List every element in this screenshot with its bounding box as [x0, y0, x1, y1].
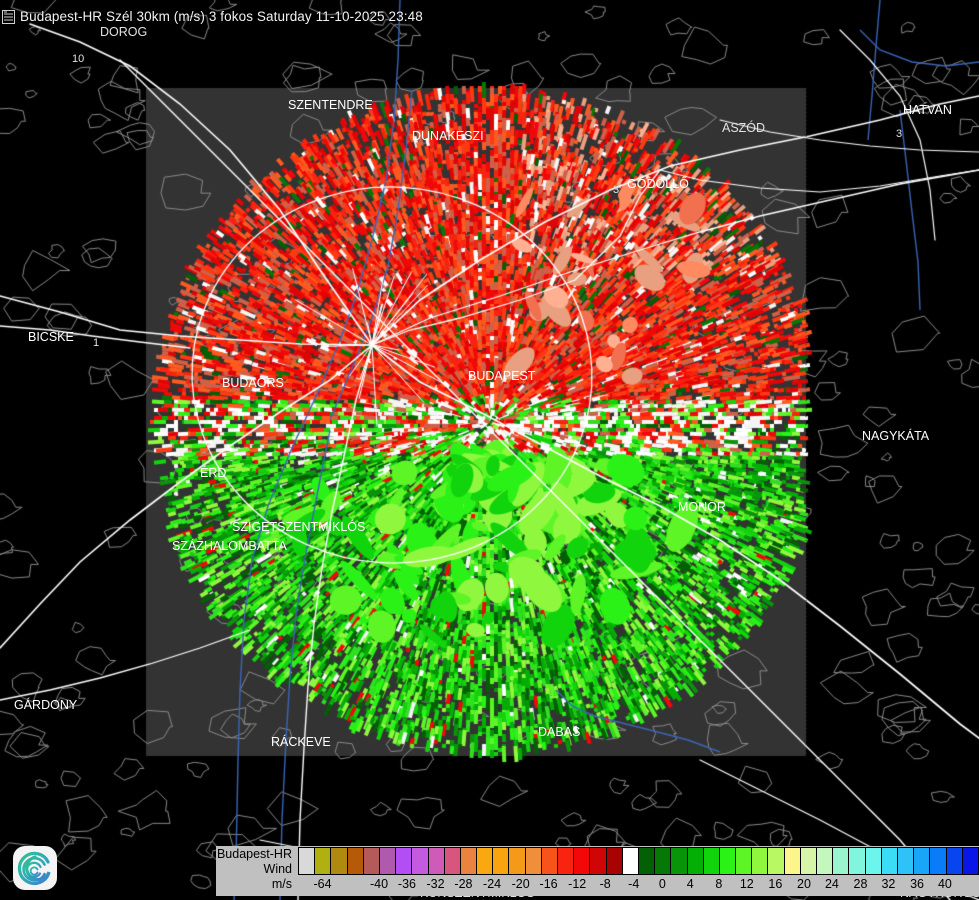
color-swatch-7	[412, 848, 429, 874]
color-swatch-23	[671, 848, 688, 874]
color-swatch-35	[865, 848, 882, 874]
legend-caption-line-1: Wind	[263, 862, 292, 876]
legend-scale: -64 -40 -36 -32 -28 -24 -20 -16 -12 -8 -4 0 4 8 12 16 20…	[298, 846, 979, 895]
color-bar-tick-12: 12	[739, 877, 754, 891]
color-swatch-26	[719, 848, 737, 874]
color-swatch-0	[299, 848, 316, 874]
color-swatch-27	[736, 848, 753, 874]
color-swatch-2	[331, 848, 348, 874]
cyclone-spiral-logo[interactable]	[10, 843, 60, 893]
color-bar-tick-20: 20	[797, 877, 811, 891]
color-swatch-41	[962, 848, 978, 874]
color-swatch-21	[638, 848, 656, 874]
color-swatch-34	[849, 848, 866, 874]
color-swatch-5	[379, 848, 397, 874]
color-swatch-32	[817, 848, 834, 874]
color-swatch-14	[525, 848, 542, 874]
color-swatch-29	[768, 848, 785, 874]
color-bar[interactable]	[298, 847, 979, 875]
color-swatch-13	[509, 848, 526, 874]
color-swatch-1	[315, 848, 332, 874]
color-swatch-39	[930, 848, 947, 874]
color-swatch-19	[606, 848, 623, 874]
legend-caption-line-2: m/s	[271, 877, 292, 891]
color-swatch-33	[833, 848, 850, 874]
color-swatch-16	[558, 848, 575, 874]
color-swatch-17	[574, 848, 591, 874]
color-swatch-8	[428, 848, 445, 874]
color-swatch-9	[444, 848, 461, 874]
color-bar-tick-neg12: -12	[568, 877, 587, 891]
color-bar-tick-neg64: -64	[313, 877, 332, 891]
color-swatch-4	[363, 848, 380, 874]
color-bar-tick-0: 0	[658, 877, 666, 891]
color-swatch-31	[800, 848, 817, 874]
color-bar-tick-16: 16	[768, 877, 783, 891]
color-swatch-10	[460, 848, 478, 874]
color-bar-tick-neg28: -28	[454, 877, 473, 891]
color-swatch-28	[752, 848, 769, 874]
color-swatch-40	[946, 848, 963, 874]
color-bar-tick-neg4: -4	[628, 877, 640, 891]
legend-caption-line-0: Budapest-HR	[216, 847, 292, 861]
color-swatch-36	[881, 848, 898, 874]
color-bar-tick-neg20: -20	[511, 877, 530, 891]
color-bar-tick-neg8: -8	[599, 877, 611, 891]
color-swatch-25	[703, 848, 720, 874]
color-bar-tick-28: 28	[853, 877, 868, 891]
color-swatch-18	[590, 848, 607, 874]
color-scale-legend: Budapest-HR Wind m/s -64 -40 -36 -32 -28 -24-…	[216, 846, 979, 896]
color-bar-tick-24: 24	[824, 877, 839, 891]
color-swatch-37	[897, 848, 915, 874]
color-swatch-11	[477, 848, 494, 874]
color-bar-tick-8: 8	[715, 877, 723, 891]
color-swatch-24	[687, 848, 704, 874]
color-bar-tick-row: -64 -40 -36 -32 -28 -24 -20 -16 -12 -8 -4 0 4 8 12 16 20…	[298, 875, 979, 895]
color-bar-tick-neg36: -36	[397, 877, 416, 891]
color-swatch-30	[784, 848, 801, 874]
color-swatch-6	[396, 848, 413, 874]
color-swatch-3	[347, 848, 364, 874]
color-swatch-20	[622, 848, 639, 874]
color-swatch-22	[655, 848, 672, 874]
color-swatch-15	[541, 848, 558, 874]
color-bar-tick-32: 32	[881, 877, 896, 891]
color-bar-tick-neg32: -32	[426, 877, 445, 891]
color-bar-tick-36: 36	[910, 877, 924, 891]
color-swatch-12	[493, 848, 510, 874]
color-bar-tick-4: 4	[686, 877, 694, 891]
color-bar-tick-neg16: -16	[539, 877, 558, 891]
color-bar-tick-neg24: -24	[483, 877, 502, 891]
color-swatch-38	[914, 848, 931, 874]
color-bar-tick-40: 40	[937, 877, 952, 891]
legend-caption: Budapest-HR Wind m/s	[216, 846, 298, 892]
color-bar-tick-neg40: -40	[369, 877, 389, 891]
